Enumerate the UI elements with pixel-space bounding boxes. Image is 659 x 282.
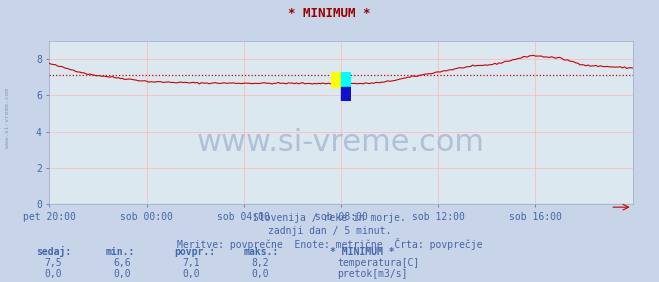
Text: temperatura[C]: temperatura[C] (337, 259, 420, 268)
Text: Meritve: povprečne  Enote: metrične  Črta: povprečje: Meritve: povprečne Enote: metrične Črta:… (177, 238, 482, 250)
Text: min.:: min.: (105, 247, 135, 257)
Text: maks.:: maks.: (244, 247, 279, 257)
Text: 0,0: 0,0 (252, 269, 269, 279)
Text: sedaj:: sedaj: (36, 246, 71, 257)
Text: 7,5: 7,5 (44, 259, 61, 268)
Text: povpr.:: povpr.: (175, 247, 215, 257)
Text: 8,2: 8,2 (252, 259, 269, 268)
Text: 0,0: 0,0 (113, 269, 130, 279)
Text: 0,0: 0,0 (44, 269, 61, 279)
Text: Slovenija / reke in morje.: Slovenija / reke in morje. (253, 213, 406, 223)
Text: 6,6: 6,6 (113, 259, 130, 268)
Text: pretok[m3/s]: pretok[m3/s] (337, 269, 408, 279)
Text: www.si-vreme.com: www.si-vreme.com (197, 128, 485, 157)
Text: 0,0: 0,0 (183, 269, 200, 279)
Text: 7,1: 7,1 (183, 259, 200, 268)
Text: * MINIMUM *: * MINIMUM * (330, 247, 394, 257)
Text: www.si-vreme.com: www.si-vreme.com (5, 89, 11, 148)
Text: * MINIMUM *: * MINIMUM * (288, 7, 371, 20)
Text: zadnji dan / 5 minut.: zadnji dan / 5 minut. (268, 226, 391, 235)
